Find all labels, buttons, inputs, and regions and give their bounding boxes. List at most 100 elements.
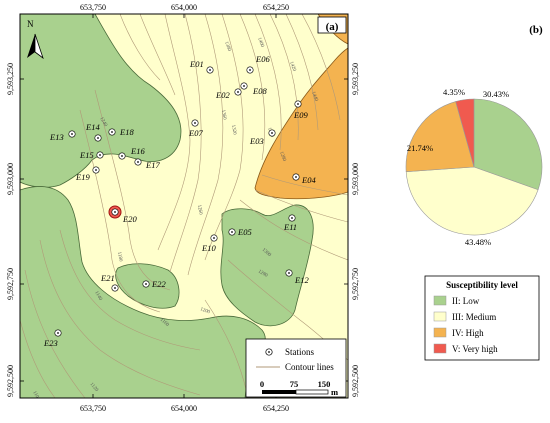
station-label: E09 <box>293 110 308 120</box>
right-tick-label: 9,592,500 <box>351 365 360 397</box>
station-label: E12 <box>294 275 309 285</box>
station-label: E10 <box>201 243 216 253</box>
station-marker: E17 <box>134 158 160 170</box>
station-marker: E09 <box>293 100 308 120</box>
legend-swatch <box>433 343 447 354</box>
station-marker: E08 <box>240 82 267 96</box>
station-label: E17 <box>145 160 160 170</box>
legend-swatch <box>433 295 447 306</box>
pie-slice <box>473 98 543 191</box>
contour-label: 1120 <box>88 382 98 393</box>
left-tick-label: 9,593,250 <box>6 63 15 95</box>
top-tick-label: 653,750 <box>80 3 106 12</box>
scale-bar: 0 75 150 m <box>260 379 338 397</box>
bottom-tick-label: 653,750 <box>80 404 106 413</box>
contour-lines <box>20 14 348 398</box>
panel-a-label: (a) <box>326 21 339 33</box>
station-marker: E23 <box>43 329 62 348</box>
contour-label: 1180 <box>116 251 123 262</box>
zone-low-northwest <box>20 14 182 188</box>
station-marker: E18 <box>108 127 134 137</box>
top-tick-label: 654,000 <box>171 3 197 12</box>
station-marker: E20 <box>108 205 137 224</box>
station-label: E04 <box>301 175 316 185</box>
station-marker: E15 <box>79 150 104 160</box>
station-label: E11 <box>283 222 297 232</box>
station-marker: E21 <box>100 273 119 292</box>
contour-label: 1360 <box>220 109 227 120</box>
right-tick-label: 9,593,000 <box>351 163 360 195</box>
station-label: E15 <box>79 150 94 160</box>
station-label: E01 <box>189 59 204 69</box>
station-marker: E16 <box>118 146 145 160</box>
station-label: E08 <box>252 86 267 96</box>
legend-item-label: IV: High <box>452 328 484 338</box>
station-marker: E05 <box>228 227 252 237</box>
panel-a-label-box <box>317 16 347 34</box>
scale-unit: m <box>331 387 338 397</box>
contour-label: 1280 <box>257 269 269 279</box>
zone-low-southwest <box>20 186 266 398</box>
station-label: E23 <box>43 338 58 348</box>
stations-layer: E01 E02 E03 E04 E05 E06 E07 E08 E09 E10 E11 E12 E13 E… <box>43 54 316 348</box>
station-label: E19 <box>75 172 90 182</box>
legend-contours-label: Contour lines <box>285 362 334 372</box>
pie-slice-label: 4.35% <box>443 87 465 97</box>
svg-text:N: N <box>27 19 34 29</box>
contour-label: 1320 <box>230 124 237 135</box>
station-label: E05 <box>237 227 252 237</box>
contour-label: 1280 <box>278 151 286 163</box>
pie-slice-label: 43.48% <box>465 237 491 247</box>
station-marker: E01 <box>189 59 214 74</box>
station-marker: E06 <box>246 54 270 74</box>
station-label: E06 <box>255 54 270 64</box>
contour-label: 1440 <box>310 91 318 103</box>
station-label: E22 <box>151 279 166 289</box>
station-label: E21 <box>100 273 115 283</box>
zone-low-east <box>220 204 314 327</box>
left-tick-label: 9,592,500 <box>6 365 15 397</box>
north-arrow-icon: N <box>27 19 44 60</box>
legend-item-label: III: Medium <box>452 312 496 322</box>
station-marker: E13 <box>49 130 76 142</box>
top-tick-label: 654,250 <box>263 3 289 12</box>
legend-stations-label: Stations <box>285 347 315 357</box>
pie-slice <box>405 166 539 236</box>
pie-slice <box>455 98 475 168</box>
station-label: E14 <box>85 122 100 132</box>
pie-legend-title: Susceptibility level <box>446 280 518 290</box>
contour-label: 1380 <box>223 41 231 53</box>
station-label: E07 <box>188 128 203 138</box>
scale-tick-label: 0 <box>260 379 264 389</box>
contour-label: 1420 <box>288 61 296 73</box>
station-marker: E04 <box>292 173 316 185</box>
contour-label: 1260 <box>196 204 203 215</box>
legend-item-label: II: Low <box>452 296 480 306</box>
susceptibility-pie-chart <box>405 98 543 236</box>
station-marker: E07 <box>188 119 203 138</box>
legend-item-label: V: Very high <box>452 344 498 354</box>
pie-percentage-labels: 30.43% 43.48% 21.74% 4.35% <box>407 87 509 247</box>
station-marker: E10 <box>201 234 218 253</box>
bottom-tick-label: 654,250 <box>263 404 289 413</box>
station-label: E18 <box>119 127 134 137</box>
contour-label: 1240 <box>98 117 108 129</box>
pie-slice-label: 30.43% <box>483 89 509 99</box>
station-label: E16 <box>130 146 145 156</box>
station-label: E13 <box>49 132 64 142</box>
pie-legend-items: II: Low III: Medium IV: High V: Very high <box>433 295 498 354</box>
station-label: E02 <box>215 90 230 100</box>
legend-swatch <box>433 311 447 322</box>
station-marker: E03 <box>249 129 276 146</box>
coordinate-labels: 653,750 654,000 654,250 653,750 654,000 … <box>6 3 360 413</box>
station-label: E03 <box>249 136 264 146</box>
contour-label: 1200 <box>199 307 211 315</box>
contour-label: 1140 <box>93 291 102 302</box>
left-tick-label: 9,593,000 <box>6 163 15 195</box>
panel-b-label: (b) <box>529 24 543 36</box>
station-marker: E19 <box>75 166 100 182</box>
left-tick-label: 9,592,750 <box>6 268 15 300</box>
station-marker: E02 <box>215 88 242 100</box>
zone-high-east <box>254 47 348 200</box>
station-marker: E22 <box>142 279 166 289</box>
